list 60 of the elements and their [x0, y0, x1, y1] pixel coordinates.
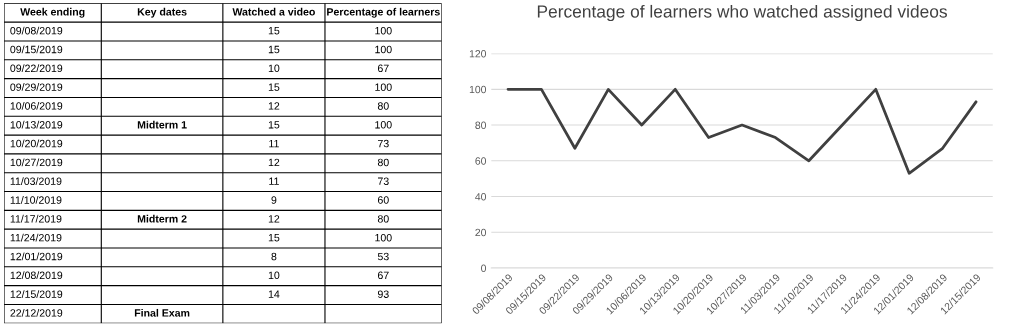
y-tick-label: 09/22/2019 — [10, 64, 63, 73]
text: Final Exam — [134, 308, 190, 317]
x-tick-label: Watched a video — [232, 7, 315, 16]
text: 60 — [377, 196, 389, 204]
y-tick-label: 40 — [475, 193, 487, 201]
text: 100 — [375, 83, 392, 91]
text: 12 — [268, 158, 280, 167]
text: 10 — [268, 64, 280, 73]
y-tick-label: 20 — [475, 228, 487, 237]
y-tick-label: 100 — [469, 85, 487, 94]
x-tick-label: Percentage of learners — [327, 7, 440, 18]
y-tick-label: 09/15/2019 — [10, 45, 63, 54]
text: Midterm 2 — [137, 214, 187, 223]
text: 15 — [268, 121, 280, 129]
y-tick-label: 60 — [475, 157, 487, 165]
y-tick-label: 0 — [481, 264, 487, 272]
text: 11 — [269, 139, 279, 148]
y-tick-label: 80 — [475, 121, 487, 129]
text: 15 — [268, 45, 280, 54]
text: 80 — [377, 158, 389, 167]
y-tick-label: 120 — [469, 50, 487, 58]
y-tick-label: 09/08/2019 — [10, 26, 63, 35]
y-tick-label: 10/27/2019 — [10, 158, 63, 167]
text: 11 — [269, 177, 279, 185]
text: 100 — [375, 26, 392, 35]
text: 15 — [268, 234, 280, 242]
text: 93 — [377, 290, 389, 298]
text: 73 — [377, 139, 389, 148]
y-tick-label: 09/29/2019 — [10, 83, 63, 91]
y-tick-label: 10/20/2019 — [10, 139, 63, 148]
y-tick-label: 10/13/2019 — [10, 120, 63, 129]
text: Midterm 1 — [137, 120, 187, 129]
line-series — [506, 87, 978, 175]
text: 8 — [271, 252, 277, 261]
y-axis-title: Week ending — [20, 7, 85, 18]
text: 53 — [377, 252, 389, 261]
y-tick-label: 10/06/2019 — [10, 101, 63, 110]
chart-title: Percentage of learners who watched assigned videos — [537, 4, 947, 22]
y-tick-label: 11/17/2019 — [10, 214, 62, 223]
text: 100 — [375, 233, 392, 242]
text: 9 — [271, 196, 277, 204]
y-tick-label: 11/24/2019 — [10, 233, 62, 242]
y-tick-label: 11/10/2019 — [10, 196, 62, 204]
y-tick-label: 12/01/2019 — [10, 252, 63, 261]
text: 80 — [377, 215, 389, 223]
text: 73 — [377, 177, 389, 185]
y-tick-label: 11/03/2019 — [10, 177, 62, 185]
text: 10 — [268, 271, 280, 280]
text: 80 — [377, 102, 389, 110]
text: 12 — [268, 102, 280, 110]
text: 100 — [375, 121, 392, 129]
y-tick-label: 22/12/2019 — [10, 308, 63, 317]
text: 67 — [377, 271, 389, 280]
text: 15 — [268, 27, 280, 35]
x-tick-label: Key dates — [137, 7, 187, 18]
text: 14 — [268, 290, 280, 298]
text: 100 — [375, 45, 392, 54]
text: 12 — [268, 215, 280, 223]
text: 15 — [268, 83, 280, 91]
text: 67 — [377, 64, 389, 73]
